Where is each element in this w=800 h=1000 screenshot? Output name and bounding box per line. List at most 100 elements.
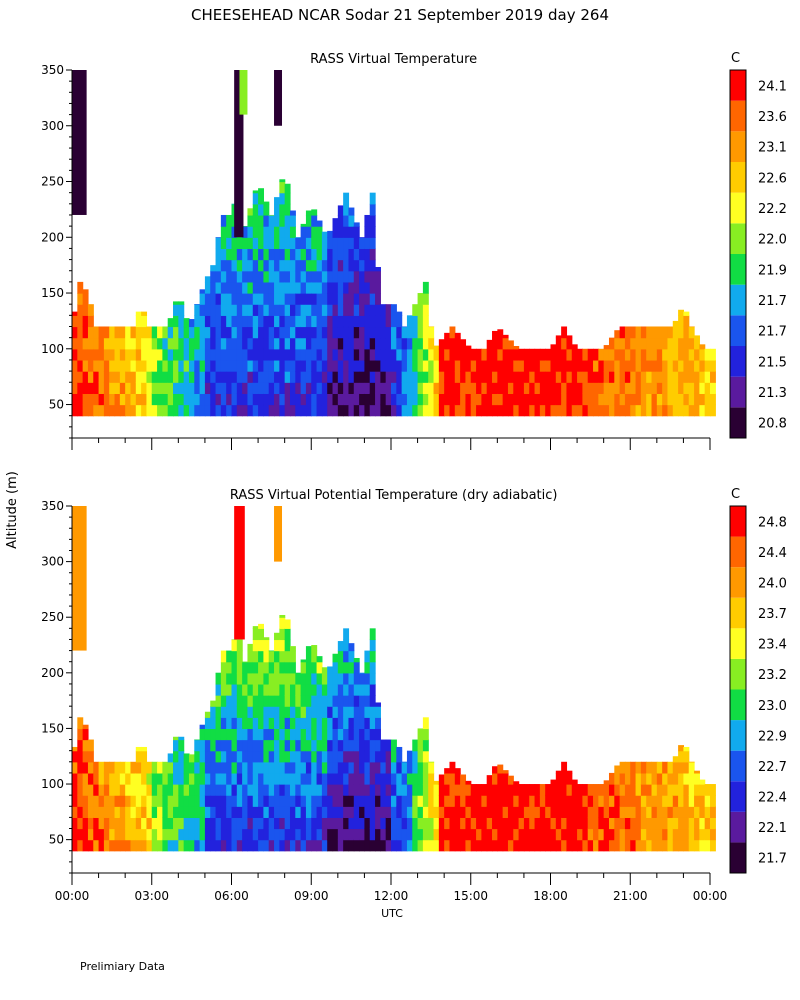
field-cell (694, 828, 700, 841)
field-cell (236, 359, 243, 372)
field-cell (316, 337, 323, 350)
field-cell (204, 717, 211, 730)
field-cell (380, 371, 387, 383)
field-cell (252, 190, 259, 194)
field-cell (183, 404, 190, 417)
field-cell (199, 393, 206, 406)
field-cell (284, 619, 291, 629)
field-cell (513, 393, 520, 406)
field-cell (194, 828, 201, 841)
field-cell (279, 728, 286, 741)
field-cell (619, 784, 626, 796)
field-cell (157, 839, 163, 852)
field-cell (577, 784, 583, 796)
field-cell (327, 259, 334, 272)
colorbar-label: 22.1 (758, 821, 787, 836)
field-cell (513, 359, 520, 372)
field-cell (194, 348, 201, 361)
field-cell (337, 641, 344, 652)
field-cell (396, 784, 403, 796)
field-cell (167, 382, 174, 394)
field-cell (263, 293, 270, 305)
field-cell (327, 348, 334, 361)
field-cell (141, 359, 148, 372)
field-cell (226, 371, 233, 383)
field-cell (300, 382, 307, 394)
field-cell (141, 371, 148, 383)
field-cell (274, 761, 280, 774)
field-cell (550, 795, 557, 807)
field-cell (608, 359, 615, 372)
field-cell (236, 348, 243, 361)
field-cell (672, 393, 679, 406)
field-cell (236, 750, 243, 763)
field-cell (220, 839, 227, 852)
field-cell (327, 817, 334, 830)
field-cell (215, 359, 222, 372)
field-cell (486, 784, 493, 796)
field-cell (263, 248, 270, 261)
field-cell (146, 795, 153, 807)
field-cell (428, 382, 435, 394)
field-cell (710, 828, 716, 841)
field-cell (465, 382, 472, 394)
field-cell (295, 772, 302, 785)
field-cell (646, 784, 653, 796)
field-cell (236, 806, 243, 818)
field-cell (539, 404, 546, 417)
field-cell (672, 348, 679, 361)
field-cell (178, 772, 185, 785)
field-cell (279, 192, 286, 205)
field-cell (534, 828, 541, 841)
field-cell (593, 795, 599, 807)
field-cell (683, 315, 690, 328)
field-cell (231, 237, 238, 250)
field-cell (460, 817, 467, 830)
field-cell (412, 348, 419, 361)
field-cell (608, 382, 615, 394)
field-cell (93, 772, 100, 785)
field-cell (683, 746, 690, 752)
field-cell (77, 326, 84, 339)
field-cell (72, 382, 78, 394)
field-cell (247, 281, 254, 294)
field-cell (529, 784, 536, 796)
field-cell (710, 382, 716, 394)
field-cell (327, 270, 334, 283)
field-cell (406, 750, 413, 763)
field-cell (284, 628, 291, 641)
field-cell (582, 806, 589, 818)
field-cell (247, 348, 254, 361)
field-cell (188, 348, 195, 361)
field-cell (651, 348, 658, 361)
field-cell (183, 817, 190, 830)
field-cell (417, 772, 424, 785)
field-cell (268, 315, 275, 328)
field-cell (231, 728, 238, 741)
field-cell (353, 348, 360, 361)
field-cell (348, 281, 355, 294)
field-cell (704, 795, 711, 807)
field-cell (422, 828, 429, 841)
field-cell (555, 335, 562, 339)
field-cell (279, 817, 286, 830)
x-tick-label: 18:00 (533, 889, 568, 903)
field-cell (433, 393, 440, 406)
field-cell (513, 348, 520, 361)
field-cell (284, 739, 291, 752)
field-cell (125, 348, 132, 361)
field-cell (523, 404, 530, 417)
field-cell (449, 795, 456, 807)
x-tick-label: 09:00 (294, 889, 329, 903)
field-cell (242, 772, 249, 785)
field-cell (353, 728, 360, 741)
field-cell (369, 359, 376, 372)
field-cell (672, 326, 679, 339)
field-cell (321, 728, 328, 741)
field-cell (263, 348, 270, 361)
field-cell (321, 404, 328, 417)
field-cell (630, 772, 637, 785)
field-cell (210, 784, 217, 796)
field-cell (194, 839, 201, 852)
field-cell (141, 348, 148, 361)
